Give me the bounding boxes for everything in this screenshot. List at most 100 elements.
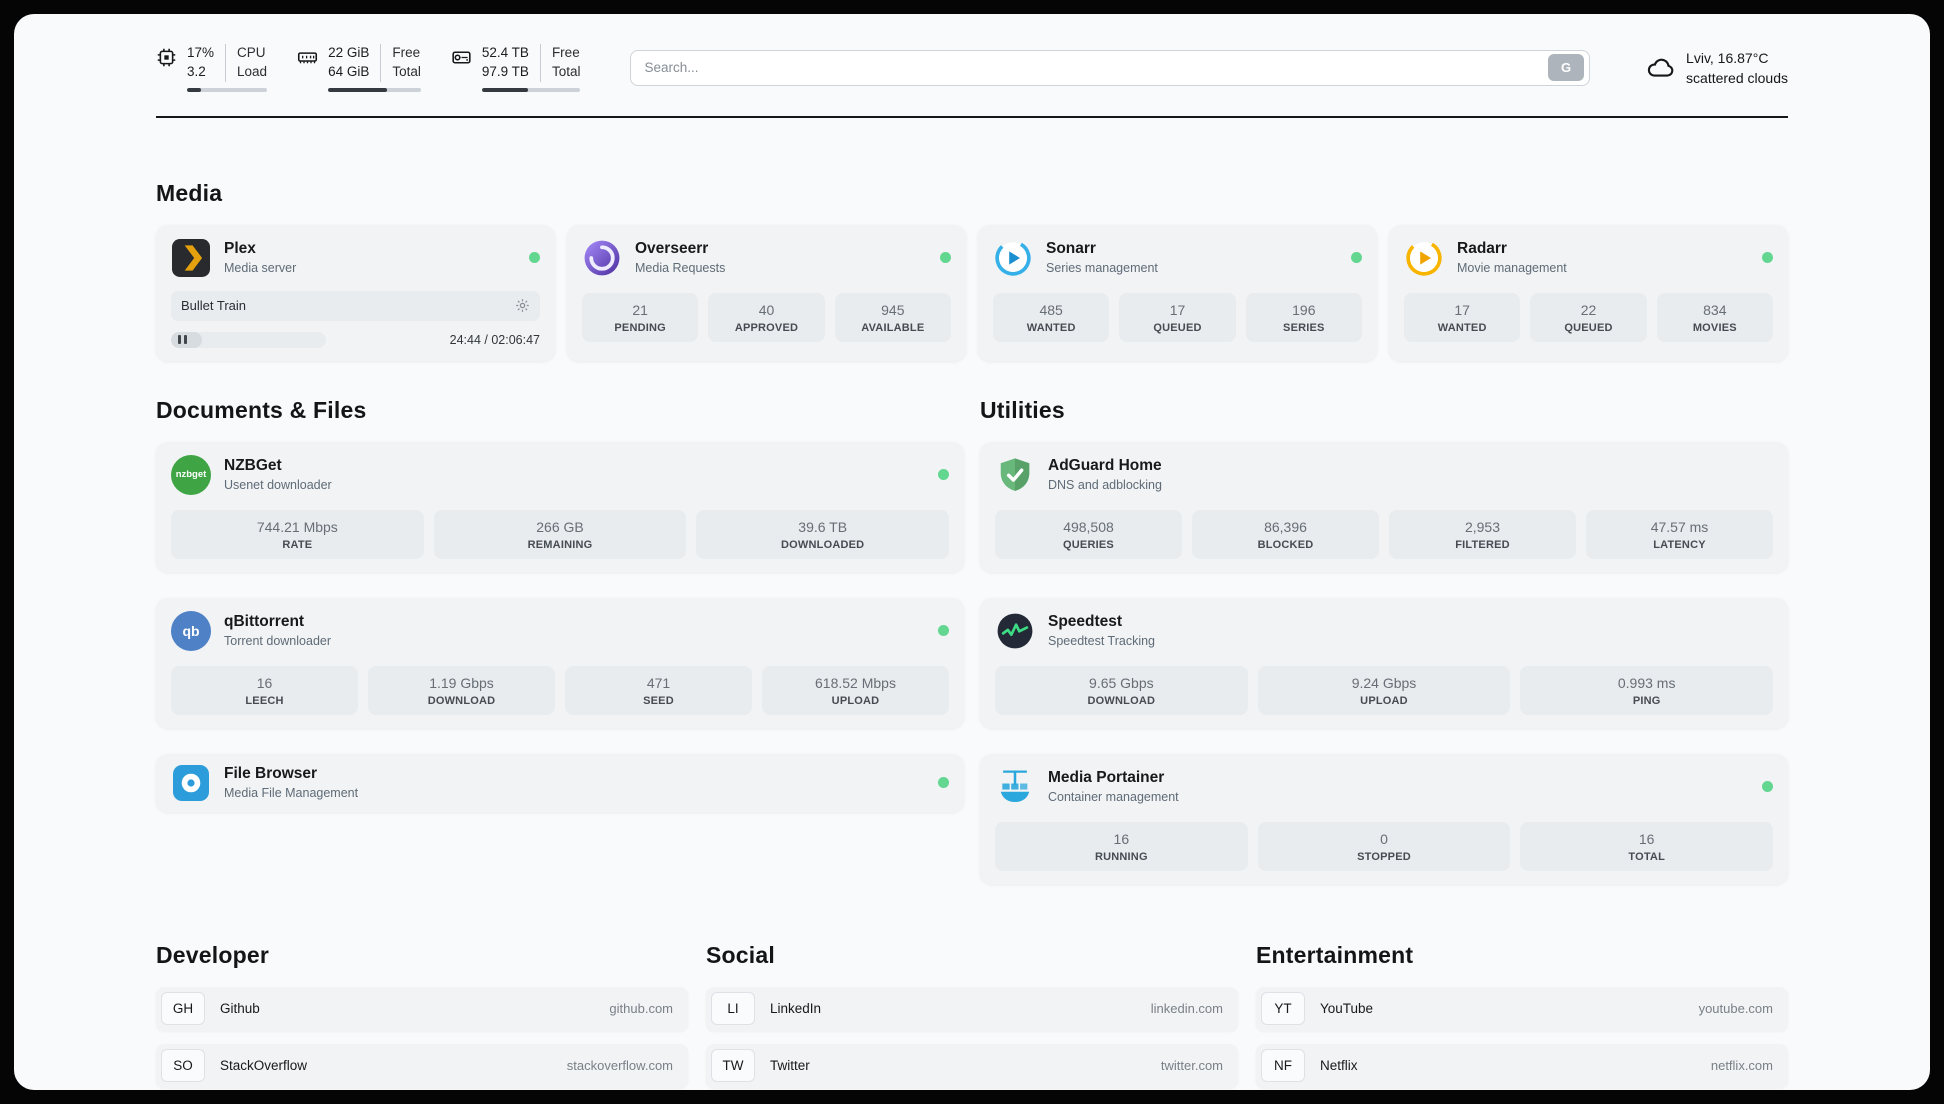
search-input[interactable] [644,60,1549,76]
cpu-load-label: Load [237,63,268,79]
utilities-heading: Utilities [980,396,1065,423]
plex-card[interactable]: Plex Media server Bullet Train [156,224,555,361]
section-social: Social LI LinkedIn linkedin.com TW Twitt… [706,942,1238,1090]
stat-queued: 17 QUEUED [1119,292,1236,342]
weather-widget: Lviv, 16.87°C scattered clouds [1646,48,1788,89]
playback-progress-bar[interactable] [171,331,326,348]
portainer-icon [995,767,1035,807]
speedtest-icon [995,611,1035,651]
bookmark-abbr: TW [711,1049,755,1083]
status-dot [938,625,949,637]
pause-icon[interactable] [178,335,187,345]
cpu-icon [156,47,177,68]
header-divider [156,115,1788,118]
app-name: NZBGet [224,457,282,475]
stat-rate: 744.21 Mbps RATE [171,509,424,559]
app-name: Sonarr [1046,240,1096,258]
stat-seed: 471 SEED [565,665,752,715]
disk-icon [451,47,472,68]
status-dot [1762,252,1773,264]
speedtest-card[interactable]: Speedtest Speedtest Tracking 9.65 Gbps D… [980,597,1788,728]
gear-icon[interactable] [515,298,530,313]
bookmark-url: twitter.com [1160,1058,1223,1074]
app-subtitle: DNS and adblocking [1048,478,1162,493]
entertainment-heading: Entertainment [1256,941,1414,968]
bookmark-name: Twitter [770,1058,810,1074]
stat-downloaded: 39.6 TB DOWNLOADED [696,509,950,559]
stat-series: 196 SERIES [1245,292,1362,342]
app-name: qBittorrent [224,613,305,631]
status-dot [1351,252,1362,264]
radarr-icon [1404,238,1444,278]
bookmark-abbr: GH [161,992,205,1026]
app-name: AdGuard Home [1048,457,1162,475]
playback-time: 24:44 / 02:06:47 [449,332,540,347]
overseerr-card[interactable]: Overseerr Media Requests 21 PENDING 40 A… [567,224,966,361]
memory-total-label: Total [392,63,421,79]
media-heading: Media [156,179,223,206]
adguard-card[interactable]: AdGuard Home DNS and adblocking 498,508 … [980,441,1788,572]
cpu-widget: 17% 3.2 CPU Load [156,44,268,92]
bookmark-netflix[interactable]: NF Netflix netflix.com [1256,1043,1788,1088]
bookmark-github[interactable]: GH Github github.com [156,986,688,1031]
cloud-icon [1646,53,1676,83]
bookmark-name: Netflix [1320,1058,1358,1074]
search-bar: G [630,49,1591,86]
disk-total-value: 97.9 TB [481,63,529,79]
overseerr-icon [582,238,622,278]
stat-stopped: 0 STOPPED [1257,821,1511,871]
memory-free-label: Free [392,45,421,60]
bookmark-stackoverflow[interactable]: SO StackOverflow stackoverflow.com [156,1043,688,1088]
app-name: Speedtest [1048,613,1123,631]
sonarr-icon [993,238,1033,278]
stat-pending: 21 PENDING [582,292,699,342]
search-engine-button[interactable]: G [1548,54,1585,82]
plex-icon [171,238,211,278]
app-subtitle: Media File Management [224,786,359,801]
app-subtitle: Usenet downloader [224,478,332,493]
stat-running: 16 RUNNING [995,821,1248,871]
section-entertainment: Entertainment YT YouTube youtube.com NF … [1256,942,1788,1090]
section-media: Media Plex Media server [156,180,1788,361]
bookmark-name: Github [220,1001,260,1017]
now-playing-title: Bullet Train [181,298,247,314]
bookmark-youtube[interactable]: YT YouTube youtube.com [1256,986,1788,1031]
bookmark-name: LinkedIn [770,1001,822,1017]
status-dot [1762,781,1773,793]
bookmark-linkedin[interactable]: LI LinkedIn linkedin.com [706,986,1238,1031]
app-subtitle: Container management [1048,790,1179,805]
section-utilities: Utilities AdGuard Home [980,397,1788,884]
disk-free-label: Free [551,45,580,60]
bookmark-twitter[interactable]: TW Twitter twitter.com [706,1043,1238,1088]
bookmark-url: stackoverflow.com [566,1058,673,1074]
status-dot [938,469,949,481]
cpu-progress-bar [187,87,268,92]
topbar: 17% 3.2 CPU Load [156,44,1788,92]
filebrowser-card[interactable]: File Browser Media File Management [156,753,964,812]
bookmark-url: github.com [609,1001,673,1017]
status-dot [940,252,951,264]
stat-ping: 0.993 ms PING [1520,665,1774,715]
app-subtitle: Series management [1046,261,1158,276]
stat-total: 16 TOTAL [1520,821,1774,871]
portainer-card[interactable]: Media Portainer Container management 16 … [980,753,1788,884]
qbittorrent-icon: qb [171,610,211,651]
section-developer: Developer GH Github github.com SO StackO… [156,942,688,1090]
stat-movies: 834 MOVIES [1656,292,1773,342]
app-subtitle: Torrent downloader [224,634,332,649]
section-documents: Documents & Files nzbget NZBGet Usenet d… [156,397,964,884]
disk-widget: 52.4 TB 97.9 TB Free Total [451,44,581,92]
nzbget-card[interactable]: nzbget NZBGet Usenet downloader 744.21 M… [156,441,964,572]
bookmark-abbr: YT [1261,992,1305,1026]
stat-filtered: 2,953 FILTERED [1389,509,1576,559]
stat-download: 1.19 Gbps DOWNLOAD [368,665,555,715]
disk-progress-bar [481,87,581,92]
qbittorrent-card[interactable]: qb qBittorrent Torrent downloader 16 LEE… [156,597,964,728]
stat-download: 9.65 Gbps DOWNLOAD [995,665,1248,715]
radarr-card[interactable]: Radarr Movie management 17 WANTED 22 QUE… [1389,224,1788,361]
stat-available: 945 AVAILABLE [834,292,951,342]
stat-remaining: 266 GB REMAINING [433,509,687,559]
app-subtitle: Speedtest Tracking [1048,634,1156,649]
sonarr-card[interactable]: Sonarr Series management 485 WANTED 17 Q… [978,224,1377,361]
social-heading: Social [706,941,775,968]
